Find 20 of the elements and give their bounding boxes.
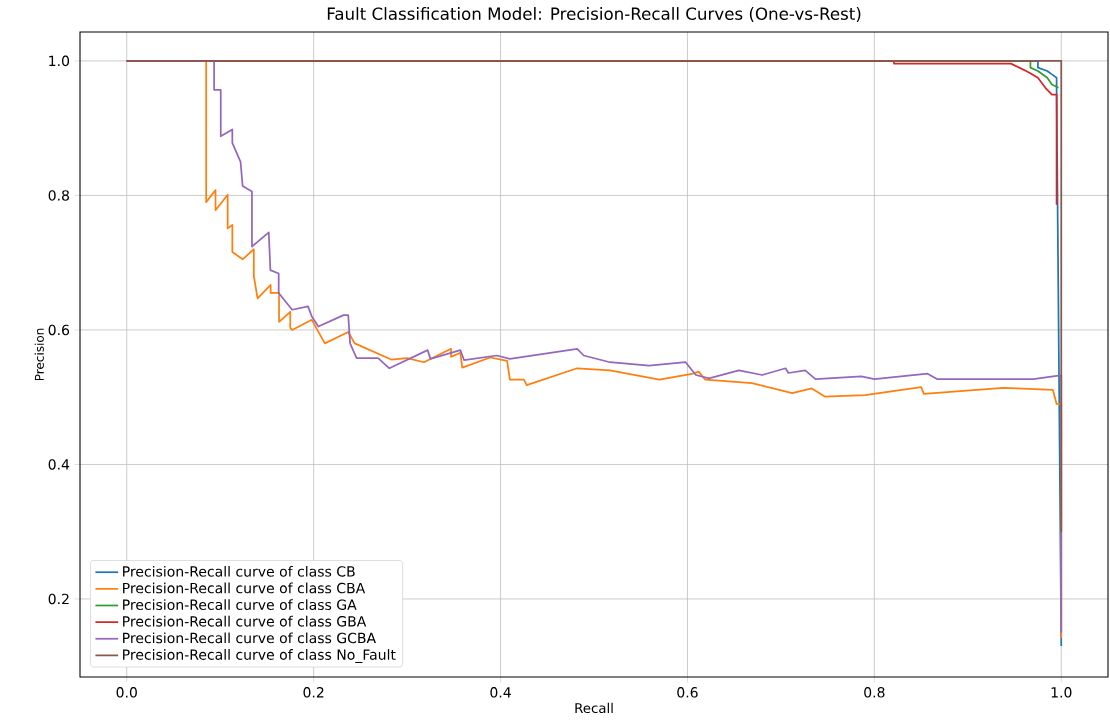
legend-label: Precision-Recall curve of class No_Fault [123,649,396,664]
y-tick-label: 0.2 [48,593,69,605]
x-tick-label: 1.0 [1051,687,1072,698]
y-tick-label: 1.0 [49,55,70,67]
x-tick-label: 0.6 [677,687,698,698]
x-axis-title: Recall [575,702,613,714]
x-tick-label: 0.0 [116,687,137,698]
legend-label: Precision-Recall curve of class GA [123,599,357,610]
y-tick-label: 0.6 [48,324,70,336]
legend-label: Precision-Recall curve of class CB [123,565,355,577]
x-tick-label: 0.2 [303,687,324,698]
chart-title: Fault Classification Model: Precision-Recall Curves (One-vs-Rest) [327,7,861,22]
y-axis-title: Precision [34,328,44,381]
x-tick-label: 0.4 [490,687,511,698]
legend-label: Precision-Recall curve of class GCBA [123,632,376,644]
x-tick-label: 0.8 [864,687,885,698]
y-tick-label: 0.4 [48,459,70,470]
legend-label: Precision-Recall curve of class GBA [123,615,367,627]
legend-label: Precision-Recall curve of class CBA [123,582,366,594]
y-tick-label: 0.8 [48,190,69,201]
